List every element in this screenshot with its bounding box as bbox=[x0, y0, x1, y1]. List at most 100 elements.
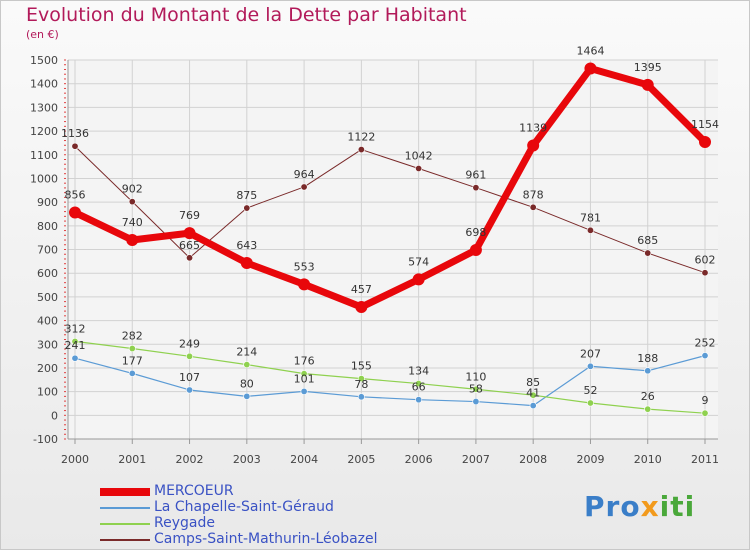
x-tick-label: 2003 bbox=[233, 453, 261, 466]
data-label-la-chapelle-saint-geraud: 207 bbox=[580, 347, 601, 360]
data-point-mercoeur bbox=[641, 78, 654, 91]
legend-label-reygade: Reygade bbox=[154, 515, 215, 531]
data-point-camps-saint-mathurin-leobazel bbox=[701, 269, 709, 277]
data-label-mercoeur: 740 bbox=[122, 216, 143, 229]
data-label-la-chapelle-saint-geraud: 241 bbox=[65, 339, 86, 352]
x-tick-label: 2008 bbox=[519, 453, 547, 466]
data-label-mercoeur: 1395 bbox=[634, 61, 662, 74]
data-label-mercoeur: 856 bbox=[65, 189, 86, 202]
data-point-la-chapelle-saint-geraud bbox=[300, 387, 308, 395]
data-point-la-chapelle-saint-geraud bbox=[128, 369, 136, 377]
series-line-camps-saint-mathurin-leobazel bbox=[74, 145, 706, 274]
data-label-la-chapelle-saint-geraud: 252 bbox=[695, 337, 716, 350]
series-line-reygade bbox=[74, 340, 706, 414]
data-point-mercoeur bbox=[69, 206, 81, 219]
data-point-mercoeur bbox=[183, 227, 196, 240]
data-point-reygade bbox=[529, 391, 537, 399]
data-label-camps-saint-mathurin-leobazel: 878 bbox=[523, 188, 544, 201]
legend-swatch-reygade bbox=[100, 523, 150, 525]
data-label-reygade: 85 bbox=[526, 376, 540, 389]
data-label-camps-saint-mathurin-leobazel: 1042 bbox=[405, 149, 433, 162]
legend-swatch-camps bbox=[100, 539, 150, 541]
data-point-reygade bbox=[701, 409, 709, 417]
data-point-la-chapelle-saint-geraud bbox=[357, 393, 365, 401]
y-tick-label: 1200 bbox=[30, 125, 58, 138]
x-tick-label: 2010 bbox=[634, 453, 662, 466]
data-point-reygade bbox=[472, 385, 480, 393]
data-point-camps-saint-mathurin-leobazel bbox=[586, 226, 594, 234]
data-point-la-chapelle-saint-geraud bbox=[243, 392, 251, 400]
data-point-camps-saint-mathurin-leobazel bbox=[472, 184, 480, 192]
y-tick-label: 1100 bbox=[30, 149, 58, 162]
data-label-mercoeur: 1464 bbox=[576, 45, 604, 58]
data-label-reygade: 110 bbox=[465, 370, 486, 383]
data-point-reygade bbox=[186, 352, 194, 360]
data-point-reygade bbox=[300, 370, 308, 378]
data-label-la-chapelle-saint-geraud: 101 bbox=[294, 372, 315, 385]
data-label-la-chapelle-saint-geraud: 107 bbox=[179, 371, 200, 384]
data-point-mercoeur bbox=[699, 135, 711, 148]
logo-part-2: x bbox=[640, 490, 660, 523]
data-point-camps-saint-mathurin-leobazel bbox=[529, 203, 537, 211]
data-label-camps-saint-mathurin-leobazel: 964 bbox=[294, 168, 315, 181]
logo-part-1: Pro bbox=[584, 490, 641, 523]
data-label-reygade: 26 bbox=[641, 390, 655, 403]
y-tick-label: 100 bbox=[37, 386, 58, 399]
x-tick-label: 2007 bbox=[462, 453, 490, 466]
data-label-camps-saint-mathurin-leobazel: 665 bbox=[179, 239, 200, 252]
x-tick-label: 2000 bbox=[61, 453, 89, 466]
data-point-camps-saint-mathurin-leobazel bbox=[644, 249, 652, 257]
data-point-la-chapelle-saint-geraud bbox=[186, 386, 194, 394]
x-tick-label: 2011 bbox=[691, 453, 719, 466]
x-tick-label: 2004 bbox=[290, 453, 318, 466]
data-label-reygade: 282 bbox=[122, 330, 143, 343]
data-label-reygade: 214 bbox=[236, 346, 257, 359]
data-label-reygade: 312 bbox=[65, 322, 86, 335]
y-tick-label: 400 bbox=[37, 315, 58, 328]
y-tick-label: 0 bbox=[51, 409, 58, 422]
data-point-la-chapelle-saint-geraud bbox=[586, 362, 594, 370]
proxiti-logo: Proxiti bbox=[584, 490, 695, 523]
data-point-la-chapelle-saint-geraud bbox=[529, 402, 537, 410]
data-label-mercoeur: 574 bbox=[408, 255, 429, 268]
series-line-mercoeur bbox=[71, 65, 709, 311]
data-point-mercoeur bbox=[126, 234, 139, 247]
data-label-mercoeur: 1154 bbox=[691, 118, 719, 131]
data-point-reygade bbox=[128, 345, 136, 353]
y-tick-label: 500 bbox=[37, 291, 58, 304]
data-label-camps-saint-mathurin-leobazel: 781 bbox=[580, 211, 601, 224]
data-label-camps-saint-mathurin-leobazel: 961 bbox=[465, 169, 486, 182]
x-tick-label: 2001 bbox=[118, 453, 146, 466]
data-point-camps-saint-mathurin-leobazel bbox=[243, 204, 251, 212]
data-label-reygade: 249 bbox=[179, 337, 200, 350]
x-tick-label: 2002 bbox=[176, 453, 204, 466]
data-point-camps-saint-mathurin-leobazel bbox=[186, 254, 194, 262]
data-label-la-chapelle-saint-geraud: 78 bbox=[354, 378, 368, 391]
data-point-mercoeur bbox=[469, 243, 482, 256]
data-label-mercoeur: 1139 bbox=[519, 122, 547, 135]
data-label-la-chapelle-saint-geraud: 80 bbox=[240, 377, 254, 390]
legend-label-la-chapelle: La Chapelle-Saint-Géraud bbox=[154, 499, 334, 515]
legend-swatch-mercoeur bbox=[100, 488, 150, 496]
data-point-mercoeur bbox=[240, 257, 253, 270]
legend-swatch-la-chapelle bbox=[100, 507, 150, 509]
y-tick-label: 1300 bbox=[30, 101, 58, 114]
data-point-mercoeur bbox=[584, 62, 597, 75]
x-tick-label: 2005 bbox=[347, 453, 375, 466]
data-point-camps-saint-mathurin-leobazel bbox=[71, 142, 79, 150]
data-label-mercoeur: 457 bbox=[351, 283, 372, 296]
data-label-mercoeur: 553 bbox=[294, 260, 315, 273]
data-point-reygade bbox=[415, 380, 423, 388]
data-point-mercoeur bbox=[298, 278, 311, 291]
data-point-la-chapelle-saint-geraud bbox=[644, 367, 652, 375]
data-label-camps-saint-mathurin-leobazel: 875 bbox=[236, 189, 257, 202]
data-point-mercoeur bbox=[527, 139, 540, 152]
series-line-la-chapelle-saint-geraud bbox=[74, 355, 706, 407]
data-label-la-chapelle-saint-geraud: 41 bbox=[526, 387, 540, 400]
data-label-la-chapelle-saint-geraud: 66 bbox=[412, 381, 426, 394]
data-point-mercoeur bbox=[412, 273, 425, 286]
data-point-camps-saint-mathurin-leobazel bbox=[128, 198, 136, 206]
data-point-camps-saint-mathurin-leobazel bbox=[300, 183, 308, 191]
data-point-reygade bbox=[243, 361, 251, 369]
